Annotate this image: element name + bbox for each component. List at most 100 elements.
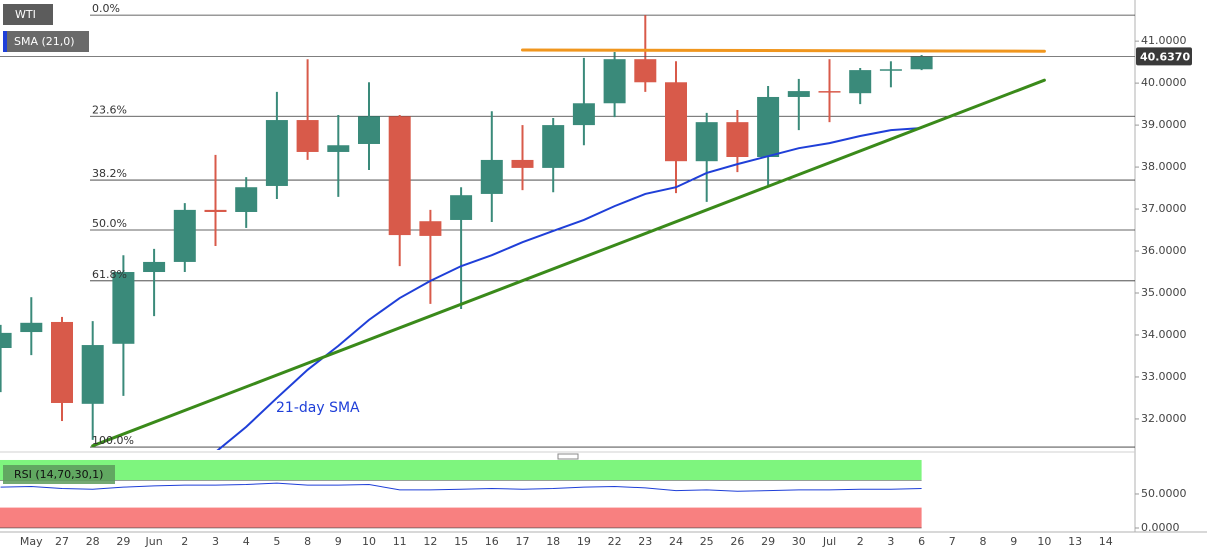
y-tick-label: 32.0000 — [1141, 412, 1187, 425]
fib-label: 61.8% — [92, 268, 127, 281]
candle-body — [757, 96, 780, 157]
y-tick-label: 41.0000 — [1141, 34, 1187, 47]
x-tick-label: 26 — [730, 535, 744, 548]
candle-body — [603, 59, 626, 104]
x-tick-label: 5 — [273, 535, 280, 548]
y-tick-label: 38.0000 — [1141, 160, 1187, 173]
trendline — [91, 78, 1046, 448]
indicator-box — [3, 31, 89, 52]
x-tick-label: 6 — [918, 535, 925, 548]
x-tick-label: 16 — [485, 535, 499, 548]
candle-body — [879, 69, 902, 71]
y-tick-label: 35.0000 — [1141, 286, 1187, 299]
x-tick-label: 28 — [86, 535, 100, 548]
x-tick-label: May — [20, 535, 43, 548]
x-tick-label: 18 — [546, 535, 560, 548]
candle-body — [327, 145, 350, 152]
sma-line — [216, 127, 922, 450]
x-tick-label: 8 — [980, 535, 987, 548]
x-tick-label: 13 — [1068, 535, 1082, 548]
candle-body — [787, 91, 810, 97]
title-box — [3, 4, 53, 25]
candle-body — [726, 122, 749, 157]
candle-body — [20, 322, 43, 333]
x-tick-label: 23 — [638, 535, 652, 548]
fib-label: 100.0% — [92, 434, 134, 447]
x-tick-label: 30 — [792, 535, 806, 548]
candle-body — [204, 209, 227, 212]
candle-body — [358, 116, 380, 144]
x-tick-label: 22 — [608, 535, 622, 548]
y-tick-label: 0.0000 — [1141, 521, 1180, 534]
rsi-line — [0, 482, 922, 492]
candle-body — [665, 82, 687, 162]
x-tick-label: 17 — [516, 535, 530, 548]
candle-body — [480, 159, 503, 194]
candle-body — [419, 221, 442, 236]
y-tick-label: 40.0000 — [1141, 76, 1187, 89]
x-tick-label: 7 — [949, 535, 956, 548]
candle-body — [235, 187, 258, 212]
candle-body — [51, 321, 73, 403]
chart-title: WTI — [15, 8, 36, 21]
candle-body — [450, 195, 473, 220]
x-tick-label: 27 — [55, 535, 69, 548]
fib-label: 38.2% — [92, 167, 127, 180]
candle-body — [849, 70, 872, 94]
candle-body — [511, 159, 534, 168]
rsi-title-box — [3, 465, 115, 484]
rsi-panel — [0, 459, 922, 529]
y-tick-label: 33.0000 — [1141, 370, 1187, 383]
candle-body — [143, 261, 166, 273]
candle-body — [265, 120, 288, 186]
rsi-band — [0, 507, 922, 528]
x-tick-label: 10 — [362, 535, 376, 548]
x-tick-label: 29 — [116, 535, 130, 548]
x-tick-label: 4 — [243, 535, 250, 548]
rsi-band — [0, 459, 922, 481]
x-tick-label: 2 — [181, 535, 188, 548]
x-tick-label: 15 — [454, 535, 468, 548]
trendline — [521, 48, 1046, 53]
indicator-label: SMA (21,0) — [14, 35, 75, 48]
rsi-title: RSI (14,70,30,1) — [14, 468, 103, 481]
x-tick-label: 3 — [212, 535, 219, 548]
candle-body — [0, 332, 12, 348]
x-tick-label: 14 — [1099, 535, 1113, 548]
x-tick-label: 9 — [1010, 535, 1017, 548]
x-tick-label: 24 — [669, 535, 683, 548]
fib-label: 50.0% — [92, 217, 127, 230]
candle-body — [542, 125, 565, 168]
x-tick-label: Jul — [822, 535, 836, 548]
x-tick-label: 9 — [335, 535, 342, 548]
candle-body — [296, 120, 319, 152]
x-tick-label: 10 — [1037, 535, 1051, 548]
candle-body — [910, 56, 933, 70]
candle-body — [572, 103, 595, 126]
candle-body — [112, 272, 135, 344]
candle-body — [173, 209, 196, 262]
candle-body — [81, 345, 104, 404]
x-tick-label: 8 — [304, 535, 311, 548]
last-price-label: 40.6370 — [1140, 50, 1190, 63]
panel-grip[interactable] — [557, 453, 579, 460]
candle-body — [695, 122, 718, 162]
x-tick-label: 19 — [577, 535, 591, 548]
x-tick-label: 11 — [393, 535, 407, 548]
y-tick-label: 50.0000 — [1141, 487, 1187, 500]
y-tick-label: 39.0000 — [1141, 118, 1187, 131]
fib-label: 0.0% — [92, 2, 120, 15]
x-tick-label: 2 — [857, 535, 864, 548]
candle-body — [634, 59, 657, 83]
main-panel — [0, 14, 1135, 450]
x-tick-label: 29 — [761, 535, 775, 548]
x-tick-label: Jun — [145, 535, 163, 548]
candle-body — [818, 91, 841, 93]
sma-annotation: 21-day SMA — [276, 400, 360, 416]
indicator-swatch — [3, 31, 7, 52]
x-tick-label: 25 — [700, 535, 714, 548]
last-price-tag — [1136, 47, 1192, 66]
fib-label: 23.6% — [92, 103, 127, 116]
overlay: 41.000040.000039.000038.000037.000036.00… — [3, 2, 1192, 548]
